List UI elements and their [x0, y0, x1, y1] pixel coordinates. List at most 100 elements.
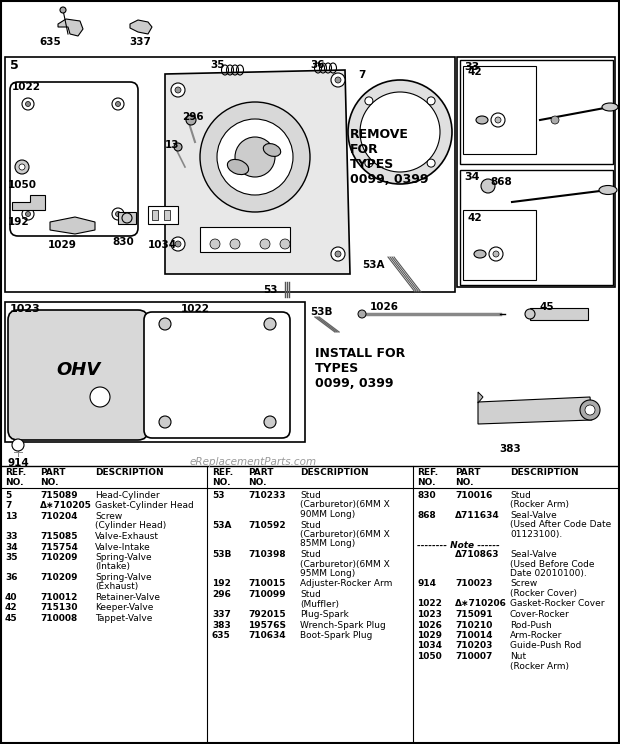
Text: 868: 868 [490, 177, 511, 187]
Text: 34: 34 [5, 542, 17, 551]
Text: 1022: 1022 [12, 82, 41, 92]
Ellipse shape [474, 250, 486, 258]
Text: 710008: 710008 [40, 614, 78, 623]
Text: (Cylinder Head): (Cylinder Head) [95, 522, 166, 530]
Circle shape [175, 241, 181, 247]
Text: 45: 45 [5, 614, 17, 623]
Text: 635: 635 [39, 37, 61, 47]
Text: -------- Note ------: -------- Note ------ [417, 540, 500, 550]
Text: (Carburetor)(6MM X: (Carburetor)(6MM X [300, 501, 390, 510]
Bar [457, 57, 615, 287]
Text: Date 02010100).: Date 02010100). [510, 569, 587, 578]
Circle shape [491, 113, 505, 127]
Circle shape [22, 98, 34, 110]
Polygon shape [165, 70, 350, 274]
Text: Nut: Nut [510, 652, 526, 661]
Text: eReplacementParts.com: eReplacementParts.com [190, 457, 317, 467]
Text: PART
NO.: PART NO. [455, 468, 480, 487]
Circle shape [580, 400, 600, 420]
Text: (Rocker Arm): (Rocker Arm) [510, 501, 569, 510]
Text: 792015: 792015 [248, 610, 286, 619]
Text: 710023: 710023 [455, 580, 492, 589]
Ellipse shape [264, 144, 281, 156]
Text: 192: 192 [212, 580, 231, 589]
Circle shape [159, 416, 171, 428]
Polygon shape [478, 392, 483, 403]
Circle shape [525, 309, 535, 319]
Text: OHV: OHV [56, 361, 100, 379]
Text: 710016: 710016 [455, 491, 492, 500]
Text: 1023: 1023 [417, 610, 442, 619]
Text: PART
NO.: PART NO. [248, 468, 273, 487]
Text: Valve-Intake: Valve-Intake [95, 542, 151, 551]
Circle shape [365, 97, 373, 105]
Polygon shape [12, 195, 45, 210]
Text: Seal-Valve: Seal-Valve [510, 550, 557, 559]
Text: Seal-Valve: Seal-Valve [510, 511, 557, 520]
Circle shape [171, 83, 185, 97]
Text: 710634: 710634 [248, 631, 286, 640]
Circle shape [280, 239, 290, 249]
Text: 715130: 715130 [40, 603, 78, 612]
Circle shape [365, 159, 373, 167]
FancyBboxPatch shape [144, 312, 290, 438]
Text: Cover-Rocker: Cover-Rocker [510, 610, 570, 619]
Text: (Carburetor)(6MM X: (Carburetor)(6MM X [300, 530, 390, 539]
Text: 90MM Long): 90MM Long) [300, 510, 355, 519]
Text: 635: 635 [212, 631, 231, 640]
Text: 868: 868 [417, 511, 436, 520]
Text: INSTALL FOR
TYPES
0099, 0399: INSTALL FOR TYPES 0099, 0399 [315, 347, 405, 390]
Text: 42: 42 [5, 603, 17, 612]
Circle shape [331, 73, 345, 87]
Circle shape [481, 179, 495, 193]
Text: Stud: Stud [300, 491, 321, 500]
Text: 710398: 710398 [248, 550, 286, 559]
Text: Spring-Valve: Spring-Valve [95, 553, 152, 562]
Text: DESCRIPTION: DESCRIPTION [300, 468, 369, 477]
Circle shape [360, 92, 440, 172]
Bar [164, 210, 170, 220]
Text: 710209: 710209 [40, 573, 78, 582]
Text: DESCRIPTION: DESCRIPTION [95, 468, 164, 477]
Text: 1022: 1022 [180, 304, 210, 314]
Text: 192: 192 [8, 217, 30, 227]
Ellipse shape [602, 103, 618, 111]
Text: 42: 42 [467, 67, 482, 77]
Circle shape [174, 143, 182, 151]
Circle shape [12, 439, 24, 451]
Text: 710592: 710592 [248, 521, 286, 530]
Text: 34: 34 [464, 172, 479, 182]
Circle shape [122, 213, 132, 223]
Text: 337: 337 [129, 37, 151, 47]
Text: Δ∗710205: Δ∗710205 [40, 501, 92, 510]
Circle shape [19, 164, 25, 170]
Ellipse shape [476, 116, 488, 124]
Text: 36: 36 [311, 60, 326, 70]
Text: (Muffler): (Muffler) [300, 600, 339, 609]
Polygon shape [58, 19, 83, 36]
Text: Δ710863: Δ710863 [455, 550, 500, 559]
Text: Arm-Rocker: Arm-Rocker [510, 631, 562, 640]
Circle shape [264, 318, 276, 330]
Text: REMOVE
FOR
TYPES
0099, 0399: REMOVE FOR TYPES 0099, 0399 [350, 128, 428, 186]
Text: 715754: 715754 [40, 542, 78, 551]
Text: Spring-Valve: Spring-Valve [95, 573, 152, 582]
Bar [118, 212, 136, 224]
Text: REF.
NO.: REF. NO. [212, 468, 233, 487]
Text: 1022: 1022 [417, 600, 442, 609]
Circle shape [90, 387, 110, 407]
Text: 1034: 1034 [148, 240, 177, 250]
Circle shape [175, 87, 181, 93]
Polygon shape [478, 397, 592, 424]
Text: Adjuster-Rocker Arm: Adjuster-Rocker Arm [300, 580, 392, 589]
Text: Valve-Exhaust: Valve-Exhaust [95, 532, 159, 541]
Text: 53B: 53B [212, 550, 231, 559]
Circle shape [493, 251, 499, 257]
Circle shape [427, 97, 435, 105]
Text: 337: 337 [212, 610, 231, 619]
Text: (Used Before Code: (Used Before Code [510, 559, 595, 568]
Bar [5, 302, 305, 442]
Text: Tappet-Valve: Tappet-Valve [95, 614, 153, 623]
Text: Wrench-Spark Plug: Wrench-Spark Plug [300, 620, 386, 629]
Bar [463, 210, 536, 280]
